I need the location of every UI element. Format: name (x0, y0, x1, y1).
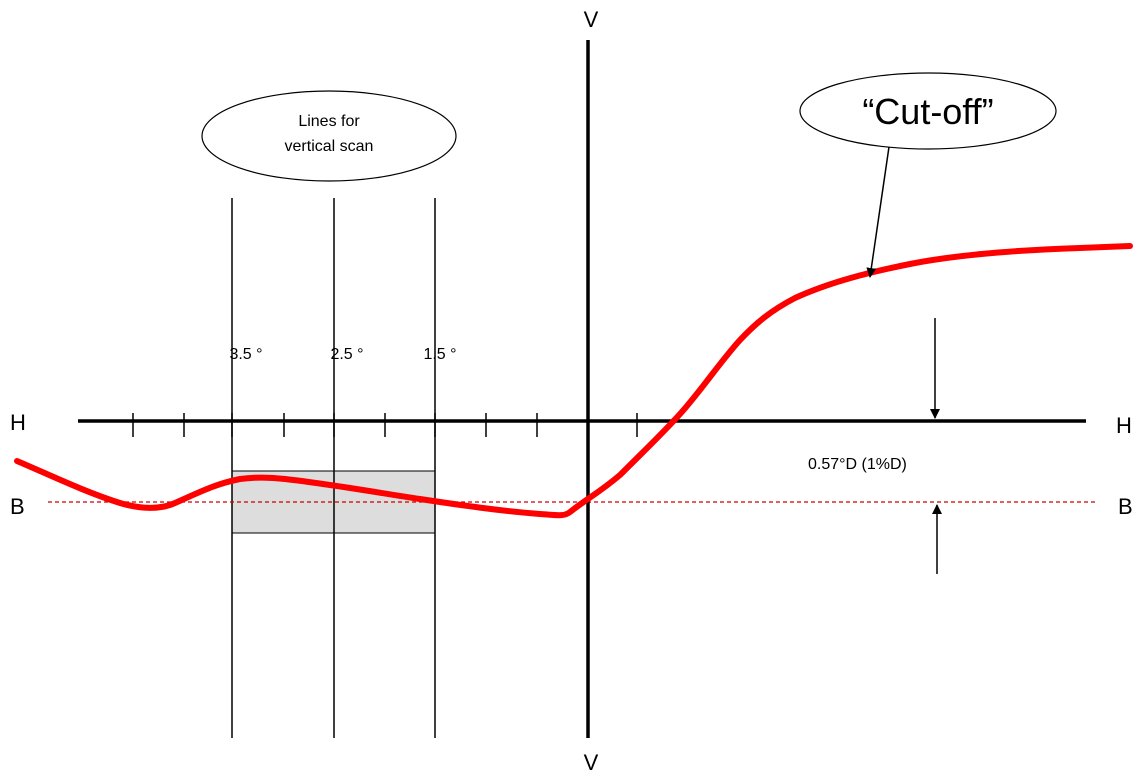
b-line-right-label: B (1118, 494, 1133, 519)
cutoff-callout-text: “Cut-off” (862, 91, 993, 132)
h-axis-left-label: H (10, 410, 26, 435)
scan-label-3-5: 3.5 ° (229, 346, 262, 363)
scan-callout-text-line1: Lines for (298, 113, 360, 130)
v-axis-bottom-label: V (584, 750, 599, 774)
measurement-label: 0.57°D (1%D) (808, 456, 907, 473)
cutoff-pointer-arrow (866, 139, 891, 278)
scan-callout-oval (201, 90, 457, 182)
scan-callout-text-line2: vertical scan (285, 138, 374, 155)
scan-label-2-5: 2.5 ° (330, 346, 363, 363)
scan-label-1-5: 1.5 ° (423, 346, 456, 363)
cutoff-callout-oval (799, 72, 1057, 150)
v-axis-top-label: V (584, 7, 599, 32)
h-axis-right-label: H (1116, 413, 1132, 438)
h-axis-ticks (132, 413, 638, 437)
b-line-left-label: B (10, 494, 25, 519)
cutoff-curve (14, 243, 1133, 519)
